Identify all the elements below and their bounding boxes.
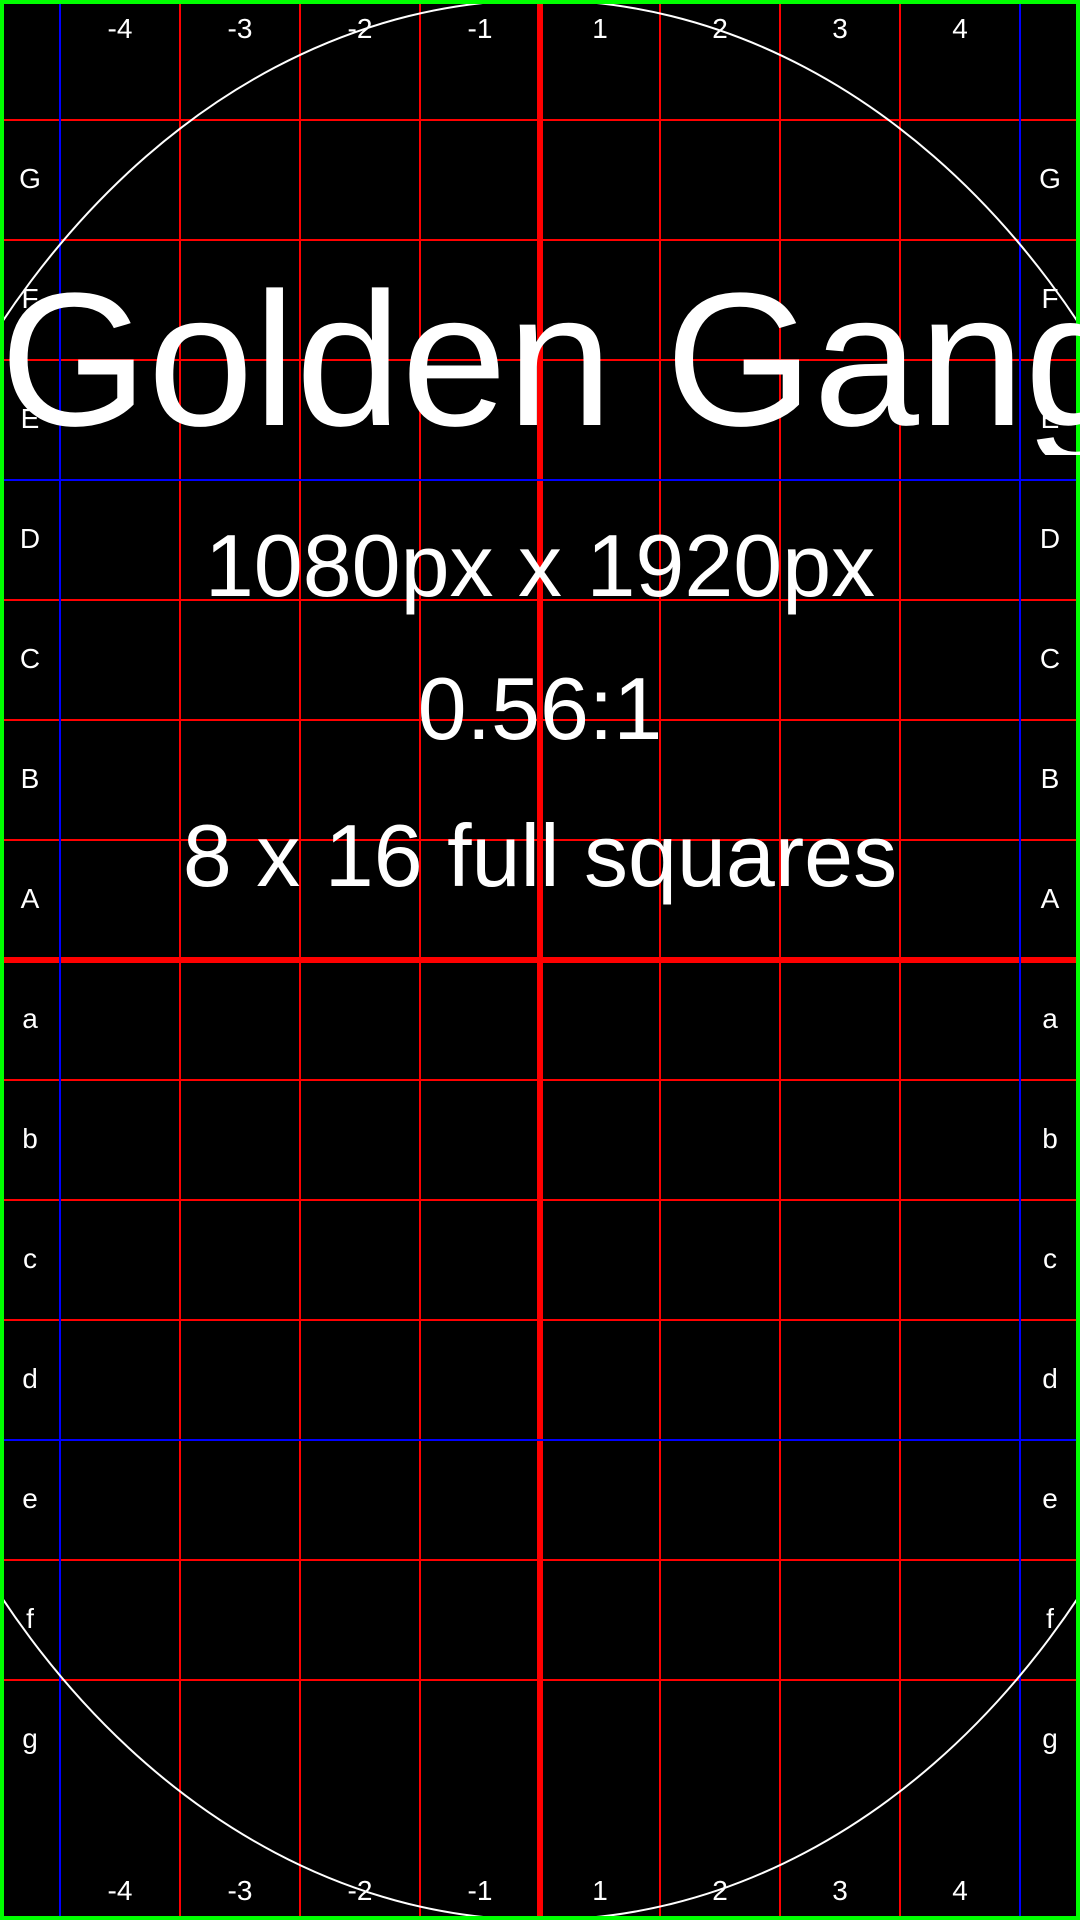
column-label-bottom: -1 — [468, 1875, 493, 1906]
row-label-left: g — [22, 1723, 38, 1754]
row-label-left: b — [22, 1123, 38, 1154]
row-label-right: D — [1040, 523, 1060, 554]
column-label-bottom: 3 — [832, 1875, 848, 1906]
row-label-right: C — [1040, 643, 1060, 674]
column-label-bottom: 1 — [592, 1875, 608, 1906]
column-label-top: -2 — [348, 13, 373, 44]
row-label-right: A — [1041, 883, 1060, 914]
row-label-right: B — [1041, 763, 1060, 794]
column-label-top: -3 — [228, 13, 253, 44]
row-label-left: d — [22, 1363, 38, 1394]
row-label-left: F — [21, 283, 38, 314]
row-label-right: g — [1042, 1723, 1058, 1754]
title-text: Golden Gang Ultra — [0, 265, 1080, 455]
aspect-ratio-text: 0.56:1 — [417, 659, 663, 758]
row-label-right: b — [1042, 1123, 1058, 1154]
column-label-bottom: 4 — [952, 1875, 968, 1906]
row-label-right: c — [1043, 1243, 1057, 1274]
squares-count-text: 8 x 16 full squares — [182, 806, 898, 905]
row-label-right: G — [1039, 163, 1061, 194]
row-label-left: E — [21, 403, 40, 434]
column-label-top: 4 — [952, 13, 968, 44]
row-label-left: a — [22, 1003, 38, 1034]
column-label-bottom: -3 — [228, 1875, 253, 1906]
column-label-bottom: -4 — [108, 1875, 133, 1906]
row-label-right: F — [1041, 283, 1058, 314]
column-label-bottom: 2 — [712, 1875, 728, 1906]
row-label-left: c — [23, 1243, 37, 1274]
dimensions-text: 1080px x 1920px — [204, 516, 876, 615]
row-label-left: D — [20, 523, 40, 554]
row-label-left: B — [21, 763, 40, 794]
row-label-right: a — [1042, 1003, 1058, 1034]
row-label-left: f — [26, 1603, 34, 1634]
column-label-bottom: -2 — [348, 1875, 373, 1906]
row-label-right: e — [1042, 1483, 1058, 1514]
row-label-right: E — [1041, 403, 1060, 434]
column-label-top: 1 — [592, 13, 608, 44]
row-label-left: A — [21, 883, 40, 914]
row-label-left: C — [20, 643, 40, 674]
page-title: Golden Gang Ultra — [0, 265, 1080, 455]
row-label-left: G — [19, 163, 41, 194]
row-label-right: f — [1046, 1603, 1054, 1634]
row-label-left: e — [22, 1483, 38, 1514]
row-label-right: d — [1042, 1363, 1058, 1394]
column-label-top: 2 — [712, 13, 728, 44]
column-label-top: 3 — [832, 13, 848, 44]
column-label-top: -4 — [108, 13, 133, 44]
column-label-top: -1 — [468, 13, 493, 44]
